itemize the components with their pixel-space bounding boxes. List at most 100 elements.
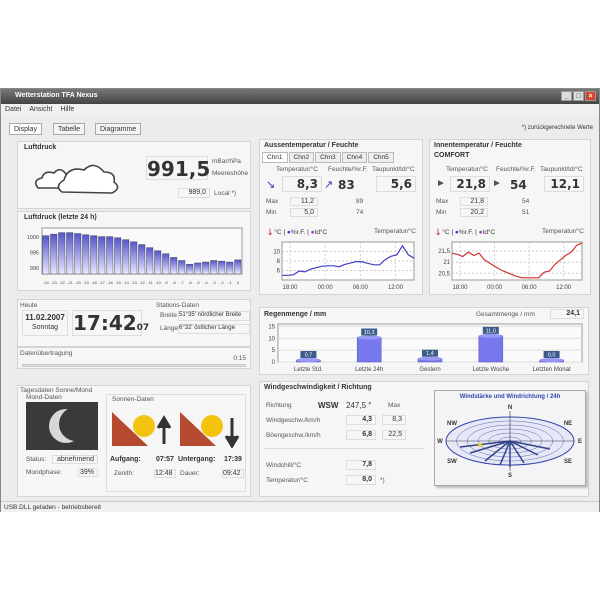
data-label-bg bbox=[300, 351, 317, 358]
x-tick-label: -3 bbox=[212, 281, 215, 285]
menu-datei[interactable]: Datei bbox=[5, 106, 22, 113]
pressure-bar bbox=[122, 239, 130, 275]
wind-temp-label: Temperatur/°C bbox=[266, 477, 308, 484]
in-temp-max: 21,8 bbox=[460, 197, 488, 206]
date-box: 11.02.2007 Sonntag bbox=[22, 310, 68, 336]
y-tick-label: 990 bbox=[30, 266, 39, 272]
aussen-chart-label: Temperatur/°C bbox=[374, 228, 416, 235]
outdoor-temp: 8,3 bbox=[282, 176, 322, 192]
innen-panel: Innentemperatur / Feuchte COMFORT Temper… bbox=[429, 139, 591, 295]
channel-tab-4[interactable]: Chn4 bbox=[341, 152, 368, 163]
x-tick-label: -24 bbox=[43, 281, 49, 285]
channel-tab-2[interactable]: Chn2 bbox=[288, 152, 315, 163]
x-tick-label: 12:00 bbox=[388, 285, 404, 291]
tab-tabelle[interactable]: Tabelle bbox=[53, 123, 86, 135]
wind-speed: 4,3 bbox=[346, 415, 376, 425]
rise-label: Aufgang: bbox=[110, 456, 141, 463]
maximize-button[interactable]: □ bbox=[573, 91, 584, 101]
x-tick-label: -13 bbox=[131, 281, 137, 285]
wind-temp-note: *) bbox=[380, 477, 385, 484]
trend-down-icon: ↘ bbox=[266, 179, 276, 191]
local-pressure: 989,0 bbox=[178, 188, 210, 198]
duration: 09:42 bbox=[222, 469, 244, 478]
title-bar: Wetterstation TFA Nexus _ □ × bbox=[1, 89, 599, 104]
duration-label: Dauer: bbox=[180, 470, 200, 477]
wind-speed-max: 8,3 bbox=[382, 415, 406, 425]
innen-chart-label: Temperatur/°C bbox=[542, 228, 584, 235]
x-tick-label: -6 bbox=[188, 281, 191, 285]
in-hum-min: 51 bbox=[522, 209, 530, 216]
rain-bar-top bbox=[539, 358, 564, 362]
moon-icon bbox=[26, 402, 98, 450]
temperature-line bbox=[451, 242, 583, 279]
tab-diagramme[interactable]: Diagramme bbox=[95, 123, 142, 135]
x-tick-label: 06:00 bbox=[353, 285, 369, 291]
x-tick-label: Letzte 24h bbox=[355, 367, 383, 373]
trend-steady-icon: ► bbox=[492, 178, 502, 189]
aussen-panel: Aussentemperatur / Feuchte Chn1 Chn2 Chn3 C… bbox=[259, 139, 423, 295]
pressure-chart-title: Luftdruck (letzte 24 h) bbox=[24, 214, 97, 221]
x-tick-label: Letzte Woche bbox=[473, 367, 510, 373]
tab-display[interactable]: Display bbox=[9, 123, 42, 135]
luftdruck-title: Luftdruck bbox=[24, 144, 57, 151]
wind-gust: 6,8 bbox=[346, 430, 376, 440]
channel-tab-5[interactable]: Chn5 bbox=[368, 152, 394, 163]
sunset-icon bbox=[180, 412, 240, 448]
rain-bar-top bbox=[357, 335, 382, 340]
channel-tab-3[interactable]: Chn3 bbox=[315, 152, 341, 163]
heute-panel: Heute 11.02.2007 Sonntag 17:4207 Station… bbox=[17, 299, 251, 347]
pressure-bar bbox=[74, 233, 82, 275]
y-tick-label: 1000 bbox=[27, 235, 39, 241]
altitude-label: Meereshöhe bbox=[212, 170, 249, 177]
compass-label-e: E bbox=[578, 439, 582, 445]
cloud-icon bbox=[34, 164, 119, 194]
x-tick-label: -4 bbox=[204, 281, 207, 285]
indoor-humidity: 54 bbox=[510, 178, 527, 192]
data-label: 1,4 bbox=[426, 351, 434, 357]
wind-rose-title: Windstärke und Windrichtung / 24h bbox=[459, 394, 561, 400]
menu-bar: Datei Ansicht Hilfe bbox=[1, 104, 599, 116]
breite-value: 51°35' nördlicher Breite bbox=[178, 311, 250, 321]
y-tick-label: 21,5 bbox=[438, 249, 450, 255]
wind-direction: WSW bbox=[318, 401, 339, 410]
pressure-bar bbox=[162, 253, 170, 275]
dew-label: Taupunkt/td/°C bbox=[372, 166, 415, 173]
compass-label-nw: NW bbox=[447, 421, 457, 427]
close-button[interactable]: × bbox=[585, 91, 596, 101]
chart-tab-dew[interactable]: td°C bbox=[314, 229, 328, 236]
x-tick-label: -5 bbox=[196, 281, 199, 285]
minimize-button[interactable]: _ bbox=[561, 91, 572, 101]
rain-bar bbox=[478, 335, 504, 363]
set-label: Untergang: bbox=[178, 456, 216, 463]
rain-total-label: Gesamtmenge / mm bbox=[476, 311, 535, 318]
breite-label: Breite bbox=[160, 312, 177, 319]
chart-tab-hum[interactable]: %r.F. bbox=[458, 229, 474, 236]
chart-tab-hum[interactable]: %r.F. bbox=[290, 229, 306, 236]
x-tick-label: 12:00 bbox=[556, 285, 572, 291]
chart-tab-temp[interactable]: °C bbox=[274, 229, 282, 236]
date: 11.02.2007 bbox=[25, 313, 65, 322]
data-label: 0,0 bbox=[548, 353, 556, 359]
moon-phase: 39% bbox=[78, 468, 98, 477]
transfer-panel: Datenübertragung 0:15 bbox=[17, 347, 251, 369]
chart-tab-dew[interactable]: td°C bbox=[482, 229, 496, 236]
window-title: Wetterstation TFA Nexus bbox=[15, 92, 98, 99]
in-temp-min: 20,2 bbox=[460, 208, 488, 217]
menu-hilfe[interactable]: Hilfe bbox=[60, 106, 75, 113]
x-tick-label: -17 bbox=[99, 281, 105, 285]
channel-tab-1[interactable]: Chn1 bbox=[262, 152, 288, 163]
app-window: Wetterstation TFA Nexus _ □ × Datei Ansic… bbox=[0, 88, 600, 512]
menu-ansicht[interactable]: Ansicht bbox=[29, 106, 53, 113]
humidity-icon: ● bbox=[286, 229, 291, 236]
transfer-progress bbox=[22, 364, 246, 367]
x-tick-label: -15 bbox=[115, 281, 121, 285]
sunrise-icon bbox=[112, 412, 172, 446]
sunmoon-panel: Tagesdaten Sonne/Mond Mond-Daten Status:… bbox=[17, 385, 251, 497]
rain-title: Regenmenge / mm bbox=[264, 311, 327, 318]
plot-area bbox=[451, 241, 583, 281]
wind-title: Windgeschwindigkeit / Richtung bbox=[264, 384, 372, 391]
chart-tab-temp[interactable]: °C bbox=[442, 229, 450, 236]
data-label: 0,7 bbox=[305, 353, 313, 359]
pressure-bar bbox=[154, 250, 162, 275]
pressure-bar bbox=[170, 257, 178, 275]
